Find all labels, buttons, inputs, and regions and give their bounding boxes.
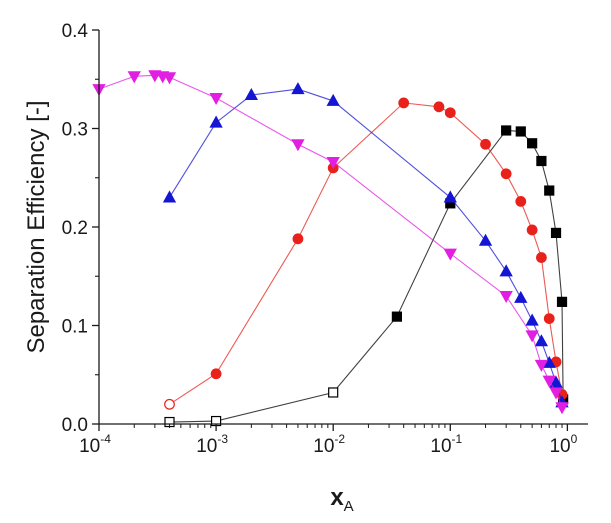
data-point-circle — [536, 252, 547, 263]
data-point-square — [515, 126, 526, 137]
data-point-triangle-up — [162, 190, 177, 203]
x-tick-label-base: 10 — [430, 436, 451, 457]
data-point-triangle-down — [209, 92, 223, 105]
series-line — [169, 88, 563, 403]
data-point-square — [550, 227, 562, 239]
x-axis-title: xA — [330, 484, 353, 515]
x-tick-label: 10-1 — [430, 432, 462, 457]
data-point-triangle-up — [326, 93, 340, 106]
x-tick-label-base: 10 — [549, 436, 570, 457]
data-point-triangle-down — [534, 359, 549, 372]
data-point-circle — [515, 195, 527, 207]
data-point-circle — [210, 368, 222, 380]
data-point-circle — [433, 101, 445, 113]
data-point-triangle-down — [326, 156, 340, 170]
data-point-circle — [480, 138, 491, 150]
data-point-triangle-down — [443, 248, 457, 261]
series-red-circles — [164, 97, 568, 410]
x-tick-label: 100 — [549, 432, 577, 457]
data-point-triangle-up — [209, 115, 223, 128]
series-black-squares — [164, 125, 569, 428]
y-tick-label: 0.4 — [62, 21, 89, 42]
x-tick-label-exponent: -2 — [334, 432, 345, 446]
data-point-circle — [543, 313, 555, 325]
y-tick-label: 0.1 — [62, 317, 88, 338]
data-point-square — [536, 155, 547, 167]
y-tick-label: 0.3 — [62, 120, 88, 141]
y-tick-label: 0.2 — [62, 218, 88, 239]
x-tick-label-base: 10 — [79, 436, 100, 457]
x-tick-label: 10-2 — [313, 432, 345, 457]
data-point-circle — [500, 168, 512, 180]
data-point-circle — [526, 224, 538, 236]
x-tick-label-exponent: -1 — [452, 432, 463, 446]
data-point-circle — [292, 233, 304, 245]
data-point-triangle-up — [549, 375, 563, 388]
data-point-triangle-down — [549, 387, 563, 400]
y-axis-title: Separation Efficiency [-] — [23, 100, 50, 353]
series-line — [98, 74, 563, 408]
x-tick-label-base: 10 — [313, 436, 334, 457]
data-point-triangle-down — [499, 290, 513, 303]
data-point-square — [556, 296, 568, 307]
data-point-triangle-up — [478, 233, 493, 246]
data-point-triangle-down — [127, 71, 141, 84]
series-line — [169, 102, 563, 405]
x-axis-title-sub: A — [344, 498, 354, 515]
x-tick-label: 10-4 — [79, 432, 111, 457]
x-axis-title-main: x — [330, 484, 344, 511]
x-tick-label-exponent: 0 — [571, 432, 578, 446]
data-point-triangle-up — [525, 313, 539, 326]
data-point-triangle-down — [291, 139, 305, 152]
x-tick-label-exponent: -4 — [100, 432, 111, 446]
series-magenta-triangles — [92, 70, 569, 415]
x-tick-label: 10-3 — [196, 432, 228, 457]
data-point-triangle-up — [244, 87, 258, 101]
data-point-square — [527, 138, 538, 149]
x-tick-label-base: 10 — [196, 436, 217, 457]
data-point-circle — [164, 398, 175, 410]
data-point-triangle-down — [542, 375, 556, 388]
data-point-triangle-down — [162, 72, 177, 85]
data-point-triangle-down — [555, 402, 569, 415]
data-point-circle — [444, 107, 456, 119]
data-point-triangle-up — [514, 290, 528, 303]
data-point-circle — [398, 97, 410, 109]
data-point-triangle-up — [291, 82, 305, 95]
data-point-triangle-down — [525, 330, 539, 343]
data-point-square — [391, 311, 402, 322]
data-point-triangle-up — [443, 190, 457, 203]
data-point-triangle-up — [534, 334, 549, 347]
data-point-triangle-up — [499, 264, 513, 277]
data-point-square — [544, 185, 555, 196]
x-tick-label-exponent: -3 — [217, 432, 228, 446]
y-tick-label: 0.0 — [62, 415, 88, 436]
data-point-square — [501, 125, 512, 136]
data-point-square — [328, 387, 339, 398]
